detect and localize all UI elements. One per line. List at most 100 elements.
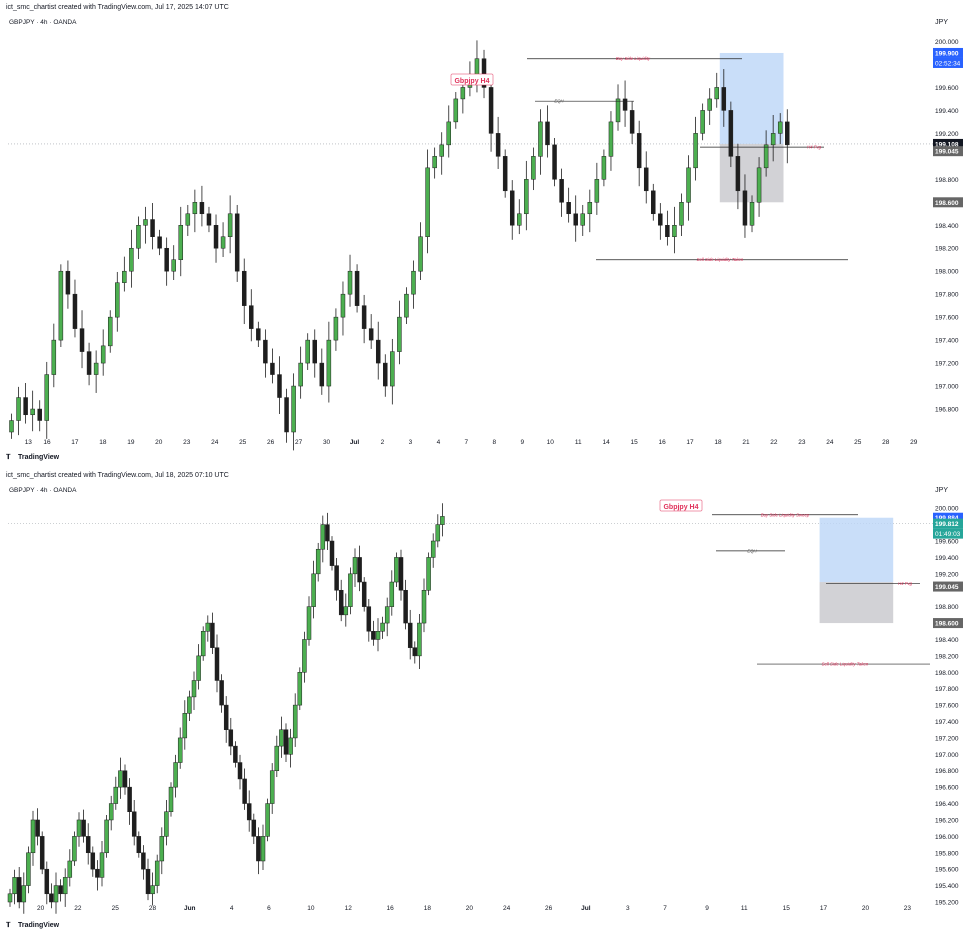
candle-body [53,885,59,903]
candle-body [531,156,536,180]
date-tick-label: 16 [658,439,666,446]
candle-body [368,328,374,341]
candle [150,872,155,906]
chart-credit: ict_smc_chartist created with TradingVie… [6,472,229,479]
candle-body [432,156,437,169]
candle [256,827,261,875]
date-tick-label: 27 [295,439,303,446]
liquidity-label: Sell Side Liquidity Taken [697,257,744,262]
candle [178,206,184,277]
candle-body [182,713,188,739]
candle [30,390,35,432]
candle-body [495,133,501,157]
candle-body [728,110,734,157]
liquidity-label: EQH [554,99,564,104]
candle-body [403,589,408,624]
candle [86,342,92,386]
candle [735,143,741,210]
candle [545,105,550,158]
candle [435,514,441,548]
price-tick-label: 196.800 [935,407,959,414]
countdown-label: 02:52:34 [935,60,961,67]
candle-body [164,811,169,837]
candle-body [383,362,388,387]
candle-body [398,557,404,591]
candle [164,799,169,846]
candle-body [580,213,586,226]
candle [187,690,192,721]
candle [251,813,257,845]
candle [219,674,224,713]
candle [325,512,330,551]
candle [361,577,367,612]
candle-body [672,225,677,237]
countdown-label: 01:49:03 [935,531,961,538]
candle-body [26,852,31,886]
candle-body [30,408,35,416]
candle-body [425,167,430,237]
candle [573,195,578,242]
date-tick-label: 26 [545,905,553,912]
candle [122,764,128,795]
candle-body [559,179,564,203]
candle [65,260,71,309]
date-tick-label: 18 [424,905,432,912]
candle-body [502,156,508,192]
candle [509,180,515,240]
candle-body [435,524,441,542]
candle-body [545,121,550,146]
candle-body [72,293,78,329]
symbol-line: GBPJPY · 4h · OANDA [9,19,77,26]
liquidity-label: Buy Side Liquidity Sweep [761,512,810,517]
candle [587,189,593,233]
price-tick-label: 200.000 [935,39,959,46]
date-tick-label: 15 [631,439,639,446]
candle-body [453,98,459,123]
date-tick-label: 29 [910,439,918,446]
candle-body [311,573,316,607]
countdown-box [933,528,963,539]
candle [67,849,73,887]
candle [154,854,160,894]
price-chart[interactable]: Buy Side Liquidity EQH H4 Fvg Sell Side Liq… [0,0,972,466]
candle-body [777,121,783,134]
candle-body [241,270,247,306]
candle-body [343,606,349,616]
candle-body [171,259,176,272]
candle [338,579,344,622]
candle [785,109,790,164]
date-tick-label: 28 [149,905,157,912]
candle-body [348,573,353,607]
candle [389,570,395,616]
candle-body [608,121,614,157]
candle [12,869,17,905]
candle-body [721,87,727,111]
price-label: 199.900 [935,50,959,57]
candle-body [366,606,372,632]
date-tick-label: Jul [350,439,360,446]
candle-body [636,133,642,169]
candle-body [256,836,261,862]
title-tag-box [659,499,703,512]
candle-body [488,87,494,134]
candle [269,763,275,814]
candle [51,323,57,388]
candle [319,348,325,395]
candle [277,356,282,415]
price-chart[interactable]: Buy Side Liquidity Sweep EQH H4 Fvg Sell Si… [0,470,972,936]
date-tick-label: 26 [267,439,275,446]
candle [185,204,191,236]
candle-body [234,213,240,272]
candle-body [213,225,219,249]
candle [432,147,437,179]
candle [517,199,522,235]
candle [700,103,705,141]
candle-body [150,219,155,237]
candle [439,132,444,175]
candle-body [141,852,146,870]
candle [329,536,335,571]
candle [651,183,656,221]
candle [347,254,353,307]
price-tick-label: 195.800 [935,850,959,857]
date-tick-label: 13 [25,439,33,446]
